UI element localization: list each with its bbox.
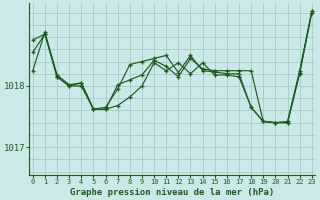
X-axis label: Graphe pression niveau de la mer (hPa): Graphe pression niveau de la mer (hPa) <box>70 188 275 197</box>
